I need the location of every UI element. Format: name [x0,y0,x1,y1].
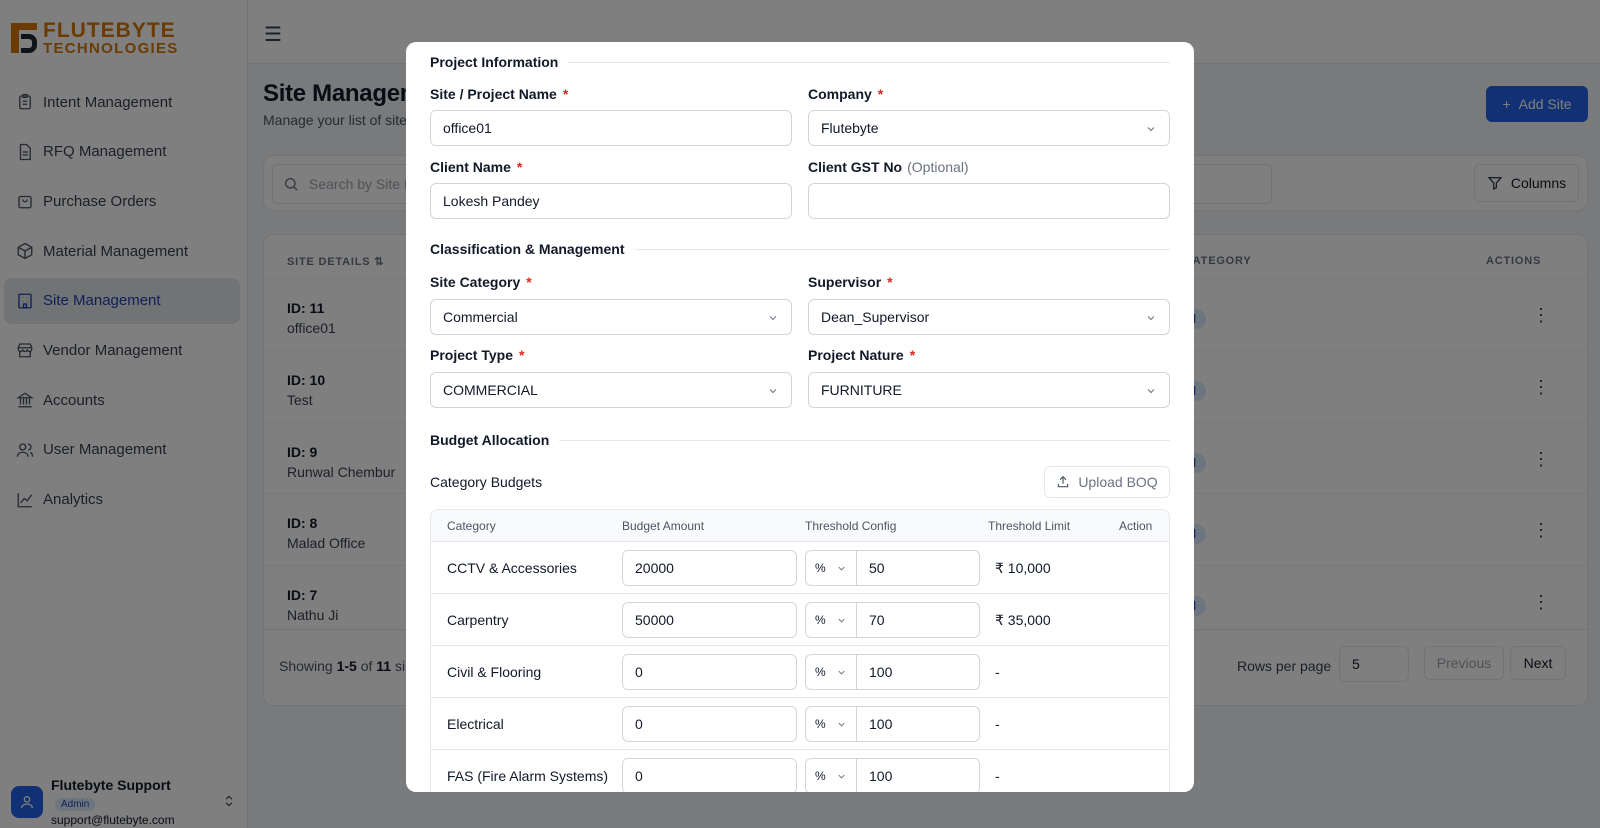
budget-row: CCTV & Accessories 20000 % 50 ₹ 10,000 [431,542,1169,594]
section-classification: Classification & Management [430,241,1170,257]
chevron-down-icon [1145,122,1157,134]
threshold-type-select[interactable]: % [805,550,857,586]
threshold-type-select[interactable]: % [805,602,857,638]
threshold-type-select[interactable]: % [805,758,857,792]
budget-row: FAS (Fire Alarm Systems) 0 % 100 - [431,750,1169,792]
threshold-type-select[interactable]: % [805,654,857,690]
chevron-down-icon [836,771,847,782]
category-budgets-title: Category Budgets [430,474,543,490]
budget-category-name: Electrical [447,716,504,732]
company-label: Company * [808,86,884,102]
header-threshold-config: Threshold Config [805,519,897,533]
budget-amount-input[interactable]: 0 [622,758,797,792]
project-nature-label: Project Nature * [808,347,916,363]
project-type-label: Project Type * [430,347,525,363]
threshold-value-input[interactable]: 100 [856,654,980,690]
supervisor-label: Supervisor * [808,274,893,290]
threshold-value-input[interactable]: 70 [856,602,980,638]
threshold-value-input[interactable]: 100 [856,758,980,792]
chevron-down-icon [836,719,847,730]
header-budget-amount: Budget Amount [622,519,705,533]
budget-row: Civil & Flooring 0 % 100 - [431,646,1169,698]
company-select[interactable]: Flutebyte [808,110,1170,146]
site-name-input[interactable]: office01 [430,110,792,146]
threshold-limit: - [995,664,1000,680]
threshold-value-input[interactable]: 100 [856,706,980,742]
client-gst-input[interactable] [808,183,1170,219]
section-project-information: Project Information [430,54,1170,70]
category-budget-table: Category Budget Amount Threshold Config … [430,509,1170,792]
budget-category-name: Carpentry [447,612,509,628]
budget-row: Carpentry 50000 % 70 ₹ 35,000 [431,594,1169,646]
budget-row: Electrical 0 % 100 - [431,698,1169,750]
site-name-label: Site / Project Name * [430,86,569,102]
edit-site-modal: Project Information Site / Project Name *… [406,42,1194,792]
header-category: Category [447,519,496,533]
site-category-label: Site Category * [430,274,532,290]
chevron-down-icon [767,384,779,396]
project-type-select[interactable]: COMMERCIAL [430,372,792,408]
chevron-down-icon [1145,311,1157,323]
chevron-down-icon [767,311,779,323]
section-budget-allocation: Budget Allocation [430,432,1170,448]
header-threshold-limit: Threshold Limit [988,519,1071,533]
threshold-value-input[interactable]: 50 [856,550,980,586]
budget-amount-input[interactable]: 0 [622,654,797,690]
header-action: Action [1119,519,1153,533]
budget-category-name: Civil & Flooring [447,664,542,680]
upload-icon [1058,475,1069,488]
budget-amount-input[interactable]: 50000 [622,602,797,638]
budget-category-name: CCTV & Accessories [447,560,577,576]
budget-amount-input[interactable]: 20000 [622,550,797,586]
budget-table-header: Category Budget Amount Threshold Config … [431,510,1169,542]
site-category-select[interactable]: Commercial [430,299,792,335]
upload-boq-button[interactable]: Upload BOQ [1044,466,1170,498]
project-nature-select[interactable]: FURNITURE [808,372,1170,408]
client-name-input[interactable]: Lokesh Pandey [430,183,792,219]
client-name-label: Client Name * [430,159,523,175]
threshold-type-select[interactable]: % [805,706,857,742]
threshold-limit: - [995,716,1000,732]
threshold-limit: ₹ 35,000 [995,612,1051,628]
chevron-down-icon [836,667,847,678]
budget-category-name: FAS (Fire Alarm Systems) [447,768,609,784]
threshold-limit: ₹ 10,000 [995,560,1051,576]
client-gst-label: Client GST No (Optional) [808,159,969,175]
budget-amount-input[interactable]: 0 [622,706,797,742]
supervisor-select[interactable]: Dean_Supervisor [808,299,1170,335]
chevron-down-icon [836,563,847,574]
threshold-limit: - [995,768,1000,784]
chevron-down-icon [1145,384,1157,396]
chevron-down-icon [836,615,847,626]
